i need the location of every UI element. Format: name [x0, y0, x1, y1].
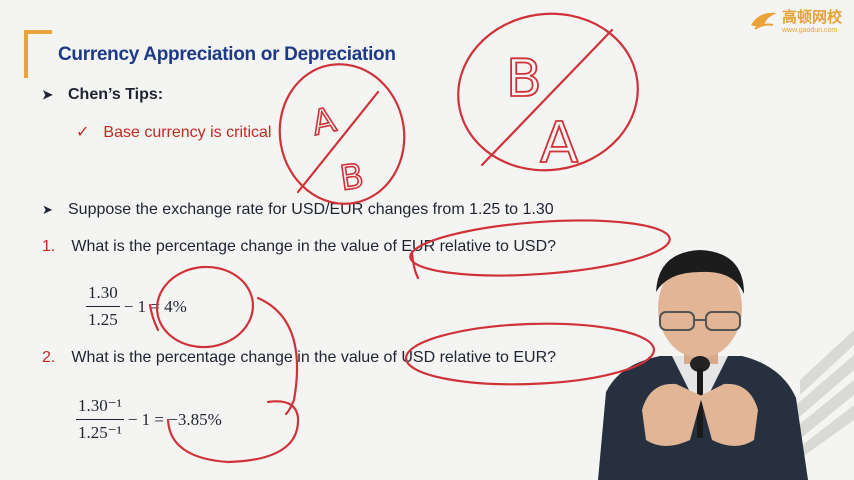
suppose-statement: ➤ Suppose the exchange rate for USD/EUR c…: [42, 201, 554, 218]
question-2: 2. What is the percentage change in the v…: [42, 349, 556, 367]
logo-name: 高顿网校: [781, 9, 842, 26]
fraction-1: 1.30 1.25: [86, 283, 120, 329]
annotation-connector: [256, 296, 299, 416]
arrow-bullet-icon: ➤: [42, 87, 53, 102]
question-2-text: What is the percentage change in the val…: [71, 349, 557, 366]
annotation-slash: [480, 28, 614, 167]
tips-heading: ➤ Chen’s Tips:: [42, 86, 164, 103]
question-1-text: What is the percentage change in the val…: [71, 238, 557, 255]
annotation-oval-q1: [409, 219, 671, 277]
annotation-stroke: [410, 250, 420, 280]
annotation-tick: [148, 303, 160, 332]
question-1-number: 1.: [42, 238, 56, 255]
arrow-bullet-icon: ➤: [42, 202, 53, 217]
annotation-circle-result: [166, 400, 300, 464]
tip-item: ✓ Base currency is critical: [76, 124, 272, 141]
annotation-circle-4pct: [155, 265, 255, 349]
checkmark-icon: ✓: [76, 124, 90, 141]
equation-1: 1.30 1.25 − 1 = 4%: [86, 283, 187, 330]
equation-1-result: − 1 = 4%: [123, 296, 187, 316]
logo-url: www.gaodun.com: [781, 27, 838, 34]
slide-title: Currency Appreciation or Depreciation: [58, 44, 396, 65]
annotation-letter: B: [506, 49, 542, 109]
annotation-oval-q2: [404, 322, 656, 386]
annotation-circle-ab: [278, 63, 406, 205]
logo-bird-icon: [750, 12, 777, 30]
annotation-letter: A: [540, 111, 578, 176]
annotation-letter: A: [308, 100, 339, 144]
annotation-letter: B: [338, 156, 367, 199]
annotation-slash: [296, 90, 380, 194]
equation-2: 1.30⁻¹ 1.25⁻¹ − 1 = −3.85%: [76, 396, 222, 443]
annotation-circle-ba: [457, 12, 639, 172]
equation-2-result: − 1 = −3.85%: [127, 409, 222, 429]
question-1: 1. What is the percentage change in the v…: [42, 238, 556, 256]
question-2-number: 2.: [42, 349, 56, 366]
fraction-2: 1.30⁻¹ 1.25⁻¹: [76, 396, 124, 442]
brand-logo: 高顿网校 www.gaodun.com: [749, 6, 842, 34]
title-corner-bracket: [24, 30, 52, 78]
